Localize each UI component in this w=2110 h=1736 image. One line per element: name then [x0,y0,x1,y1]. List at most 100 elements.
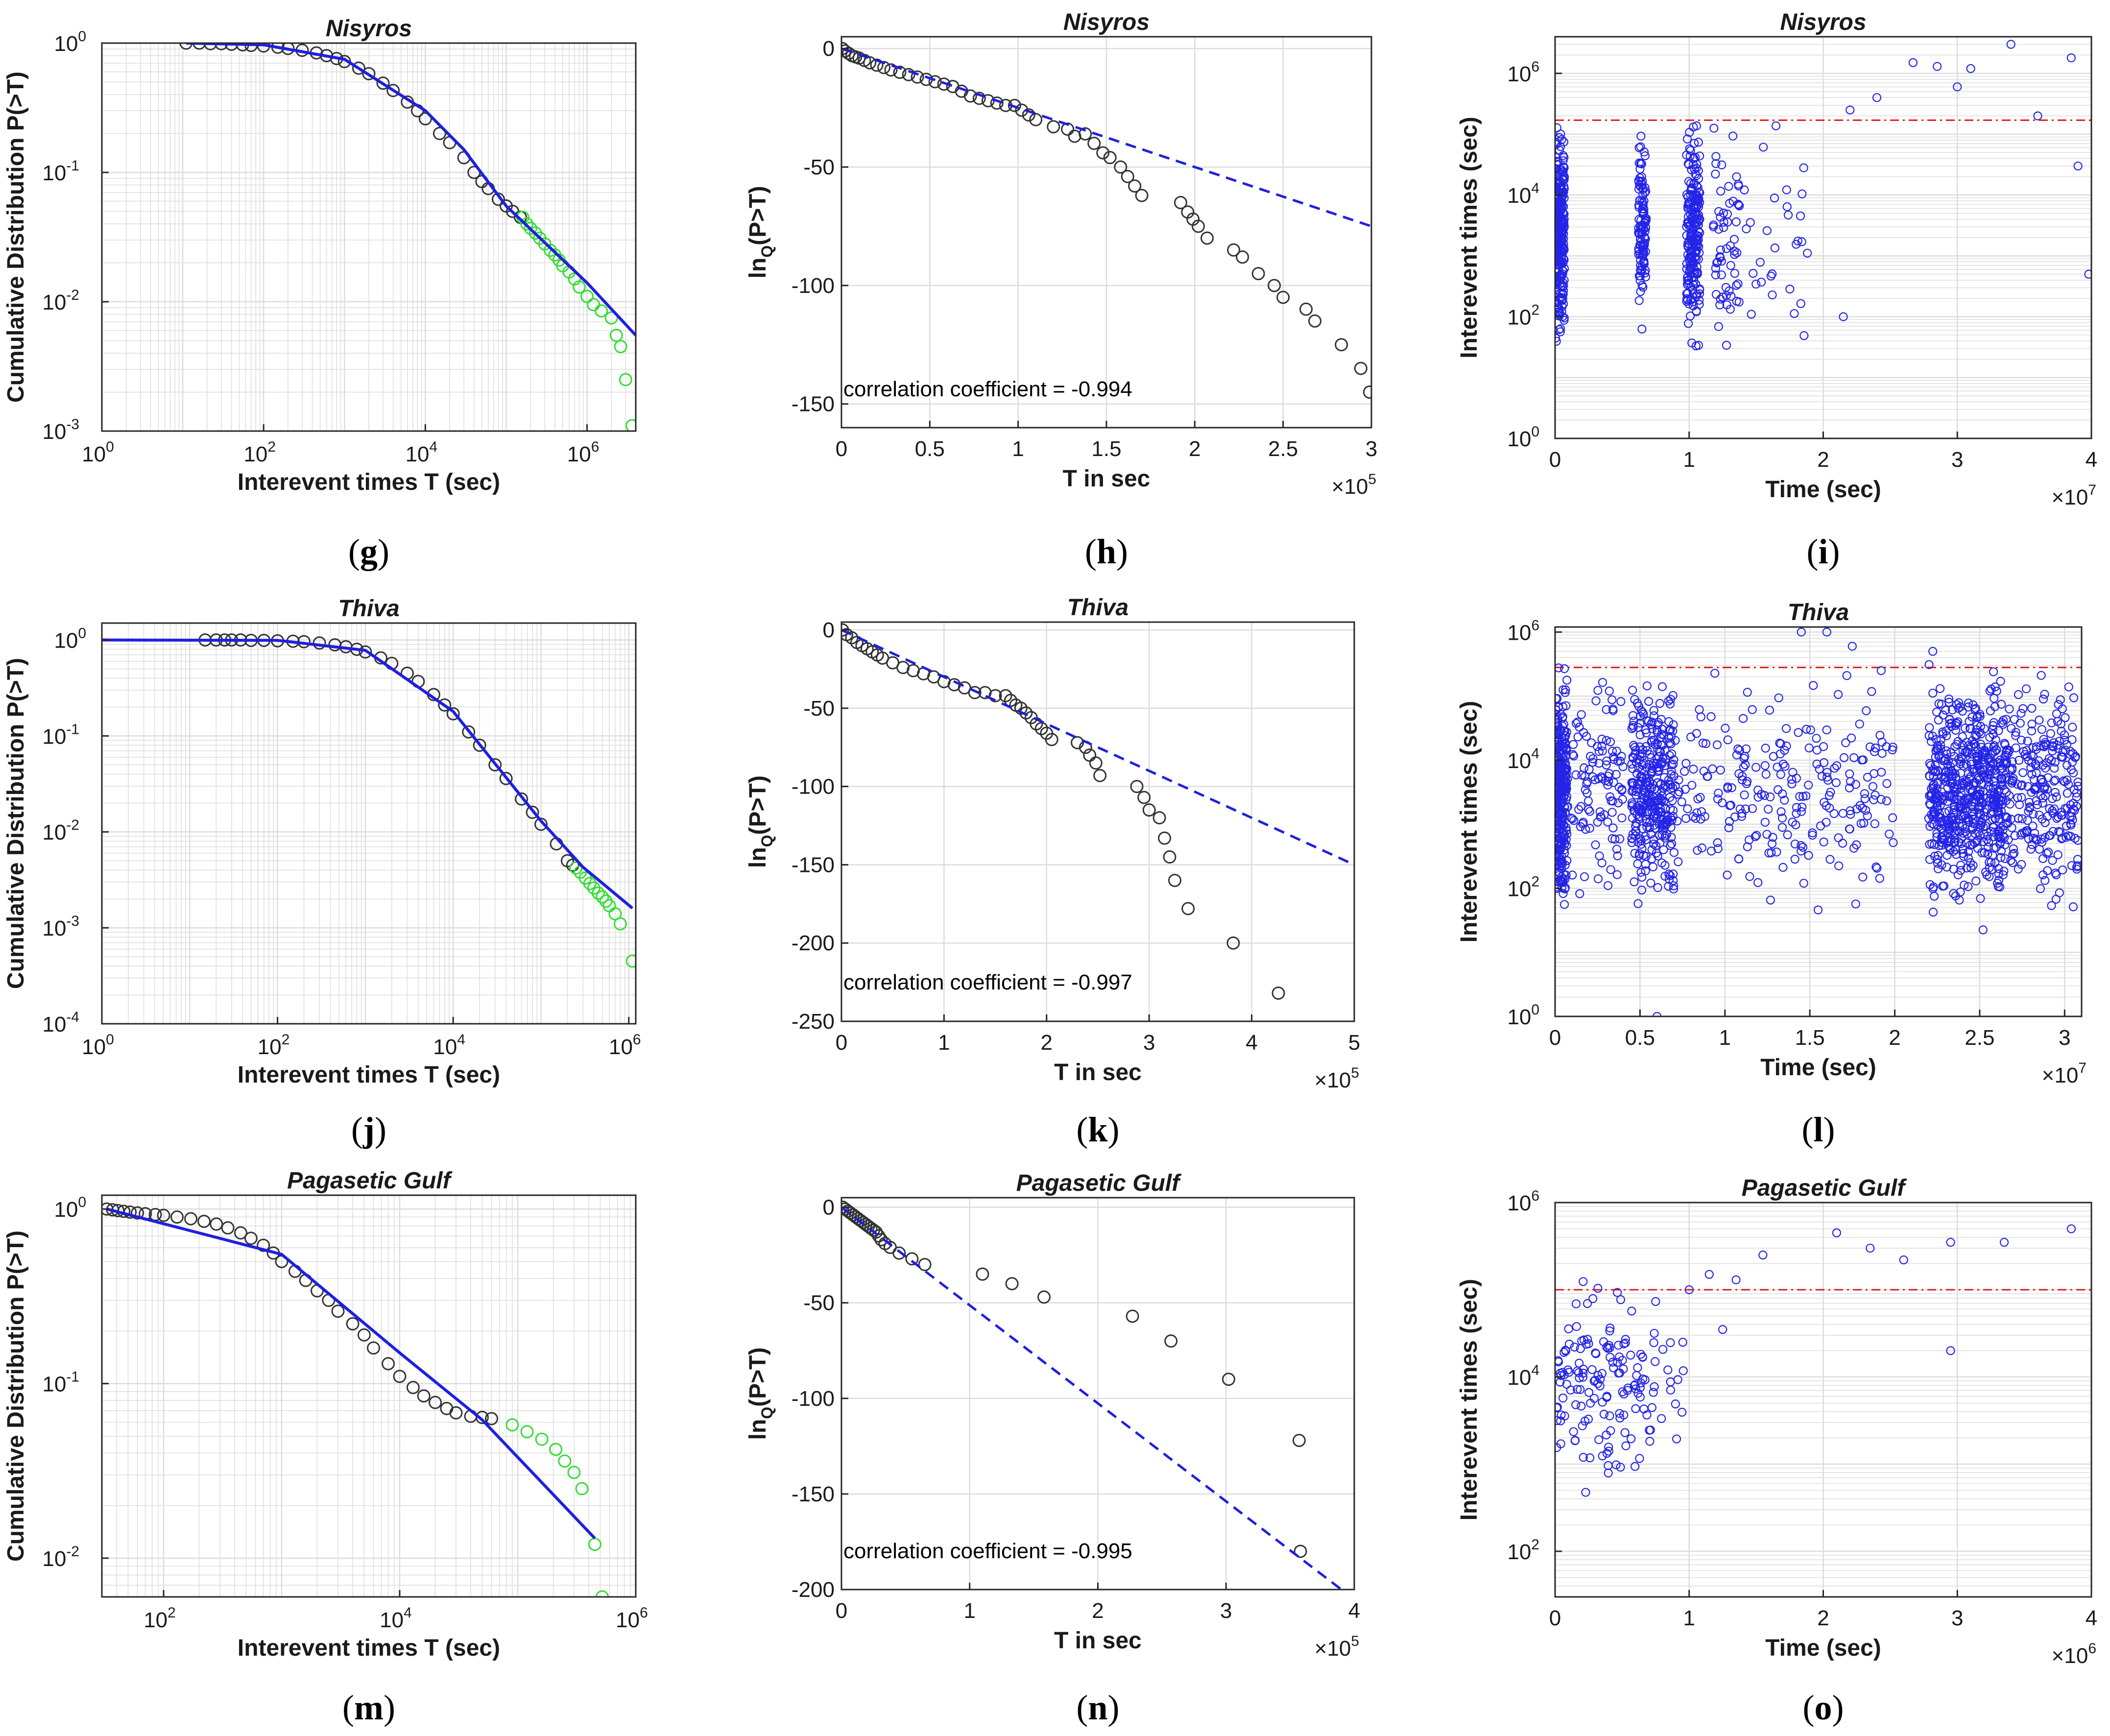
scatter-point [1998,796,2007,805]
scatter-point [1602,1342,1611,1352]
data-point [1152,811,1166,825]
tick-labels: 0 0.5 1 1.5 2 2.5 3 100 102 104 106 [1507,617,2070,1050]
scatter-point [1614,783,1624,792]
tail-point [625,954,636,968]
data-point [1251,267,1265,281]
x-tick-label: 1.5 [1795,1026,1825,1050]
scatter-point [1637,265,1647,275]
scatter-point [1683,159,1693,169]
scatter-point [1984,837,1993,846]
scatter-point [1579,1452,1588,1462]
plot-area [102,1202,609,1597]
scatter-point [1635,780,1644,790]
scatter-point [1771,121,1781,131]
scatter-point [1845,783,1854,793]
axes-frame [1554,626,2083,1017]
scatter-point [1710,669,1720,678]
tail-point [613,917,627,931]
scatter-point [2002,773,2011,782]
chart-title: Thiva [1788,600,1849,626]
scatter-point [1566,814,1576,823]
scatter-point [1964,699,1973,708]
y-axis-label: Interevent times (sec) [1456,117,1482,359]
scatter-point [1781,724,1791,733]
scatter-point [1641,742,1651,751]
y-tick-label: -50 [803,1291,835,1315]
scatter-point [1998,870,2008,880]
scatter-point [1681,759,1691,768]
scatter-point [2023,736,2032,746]
y-tick-label: 104 [1507,746,1539,773]
scatter-point [1662,830,1672,839]
scatter-point [1746,218,1755,227]
panel-label: (h) [1085,532,1128,571]
scatter-point [1555,300,1561,310]
scatter-point [1964,853,1973,863]
data-point [841,47,855,60]
scatter-point [1717,160,1726,169]
axes-frame [101,622,637,1025]
scatter-point [1653,851,1662,861]
scatter-point [1555,803,1562,813]
scatter-point [1638,760,1647,770]
scatter-point [2071,752,2081,761]
scatter-point [1701,739,1711,748]
scatter-point [1650,1382,1659,1392]
data-point [905,1252,919,1266]
scatter-point [1678,1366,1688,1375]
scatter-point [1653,744,1662,754]
scatter-point [1641,725,1651,734]
data-point [1005,1277,1019,1291]
scatter-point [1882,742,1891,751]
scatter-point [1555,812,1562,821]
scatter-point [1590,1375,1600,1385]
scatter-point [1790,854,1799,864]
x-tick-label: 0 [836,1599,847,1623]
scatter-point [1925,855,1935,864]
scatter-point [1948,815,1958,824]
scatter-point [1813,905,1823,915]
scatter-point [1731,281,1741,290]
scatter-point [1571,770,1581,779]
scatter-point [1692,808,1702,818]
scatter-point [1943,783,1952,793]
scatter-point [1928,647,1938,656]
scatter-point [1985,733,1994,742]
scatter-point [1858,872,1868,882]
scatter-point [1558,296,1567,305]
scatter-point [1727,783,1736,793]
scatter-point [2072,801,2081,811]
scatter-point [1555,694,1560,703]
scatter-point [1875,874,1884,883]
scatter-point [1631,1404,1640,1413]
scatter-point [1709,220,1718,230]
scatter-point [1761,770,1771,779]
y-tick-label: -100 [791,274,835,298]
correlation-annotation: correlation coefficient = -0.997 [843,970,1132,994]
scatter-point [1882,796,1892,806]
scatter-point [1975,709,1985,719]
scatter-point [1946,1346,1955,1355]
scatter-point [1752,831,1761,840]
scatter-point [2066,1224,2076,1233]
scatter-point [1846,105,1855,115]
scatter-point [1952,784,1962,793]
scatter-point [1630,743,1639,752]
scatter-point [1555,170,1561,180]
scatter-point [1562,746,1571,755]
scatter-point [1955,827,1964,836]
scatter-point [1986,750,1995,759]
scatter-point [1555,290,1561,299]
scatter-point [1557,852,1566,861]
x-axis-label: T in sec [1054,1060,1142,1085]
scatter-point [1882,779,1892,788]
scatter-point [1603,818,1612,827]
scatter-point [1640,183,1650,192]
scatter-point [1609,778,1618,787]
scatter-point [1651,1297,1660,1306]
scatter-point [1785,285,1795,294]
scatter-point [1584,805,1593,814]
scatter-point [1627,1434,1636,1444]
y-tick-label: 102 [1507,1537,1539,1564]
scatter-point [1605,792,1615,801]
